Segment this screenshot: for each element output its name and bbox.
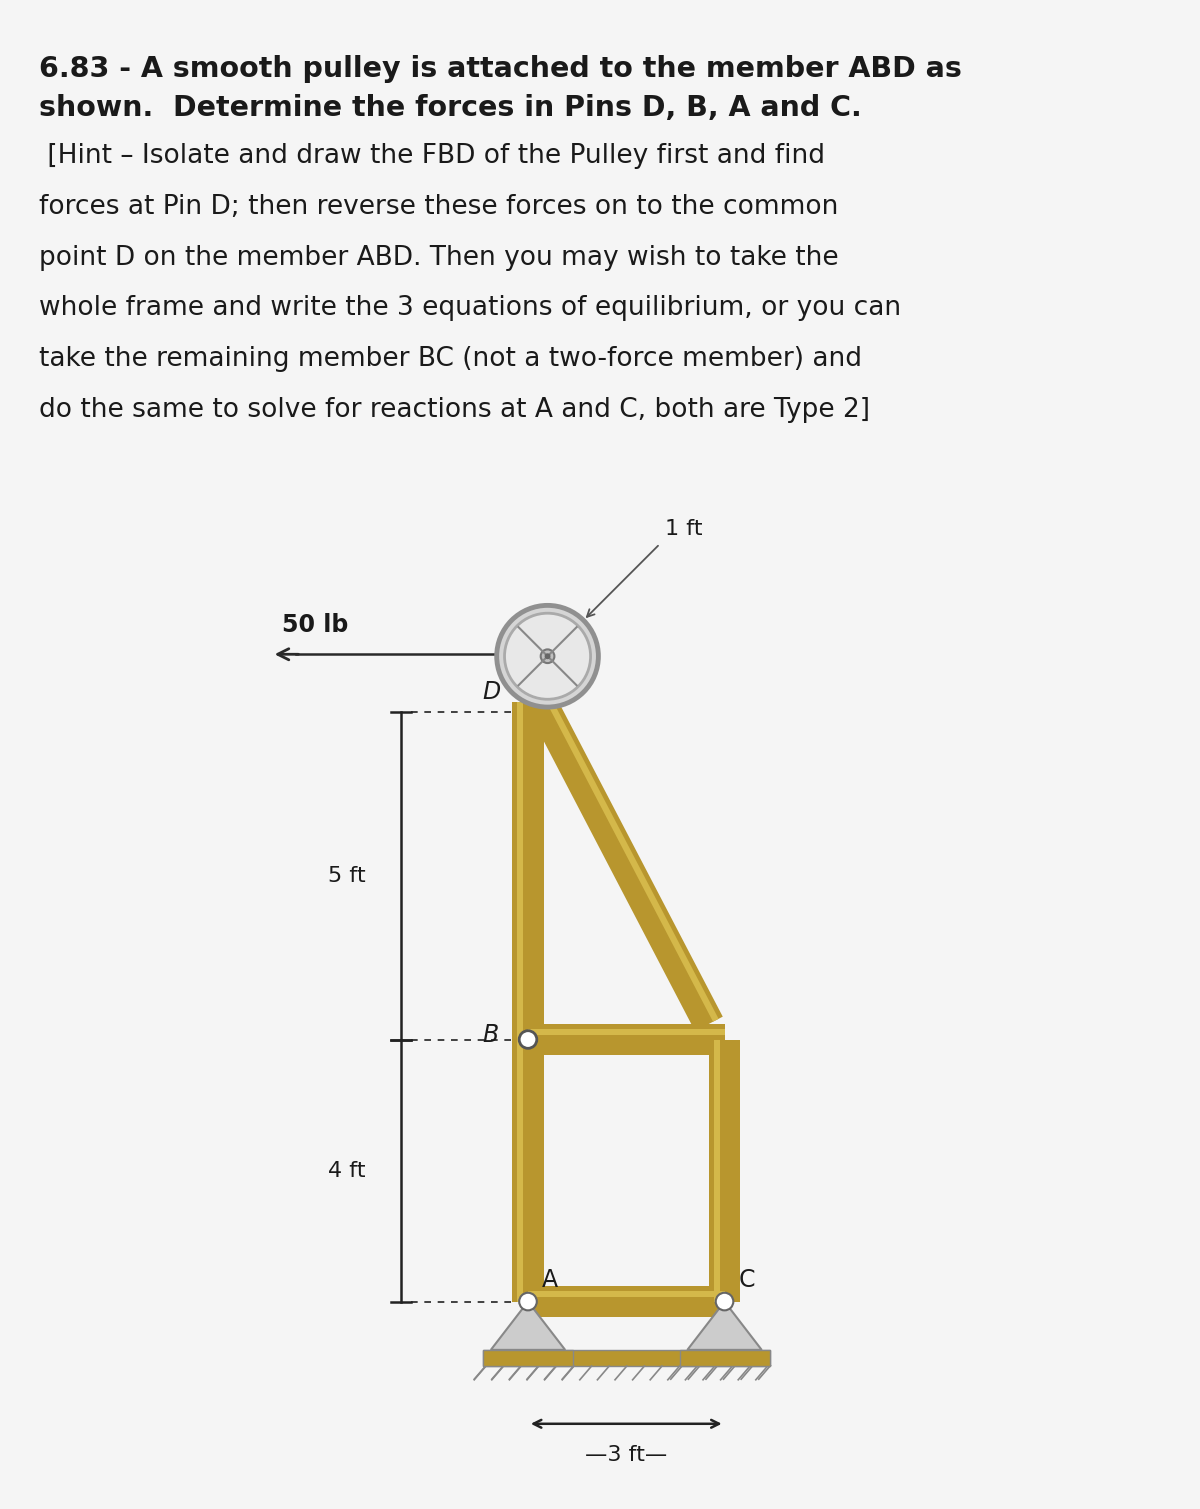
Circle shape [497,605,599,708]
Circle shape [541,649,554,662]
Polygon shape [714,1040,720,1302]
Bar [484,1351,769,1366]
Text: [Hint – Isolate and draw the FBD of the Pulley first and find: [Hint – Isolate and draw the FBD of the … [40,143,826,169]
Circle shape [520,1031,536,1049]
Polygon shape [528,1290,725,1296]
Text: do the same to solve for reactions at A and C, both are Type 2]: do the same to solve for reactions at A … [40,397,870,423]
Polygon shape [709,1040,740,1302]
Circle shape [520,1293,536,1310]
Polygon shape [548,702,719,1022]
Circle shape [715,1293,733,1310]
Text: 6.83 - A smooth pulley is attached to the member ABD as: 6.83 - A smooth pulley is attached to th… [40,54,962,83]
Text: —3 ft—: —3 ft— [586,1446,667,1465]
Text: A: A [541,1268,558,1292]
Bar [679,1351,769,1366]
Text: D: D [482,681,500,705]
Polygon shape [528,1025,725,1055]
Text: 50 lb: 50 lb [282,613,348,637]
Bar [484,1351,572,1366]
Text: whole frame and write the 3 equations of equilibrium, or you can: whole frame and write the 3 equations of… [40,296,901,321]
Text: 4 ft: 4 ft [329,1160,366,1180]
Text: C: C [738,1268,755,1292]
Circle shape [545,653,551,659]
Text: take the remaining member BC (not a two-force member) and: take the remaining member BC (not a two-… [40,346,862,373]
Polygon shape [491,1302,565,1351]
Text: point D on the member ABD. Then you may wish to take the: point D on the member ABD. Then you may … [40,244,839,270]
Text: 1 ft: 1 ft [665,519,702,539]
Polygon shape [688,1302,762,1351]
Polygon shape [528,1286,725,1317]
Polygon shape [529,700,722,1031]
Polygon shape [512,702,544,1302]
Text: shown.  Determine the forces in Pins D, B, A and C.: shown. Determine the forces in Pins D, B… [40,94,862,122]
Text: forces at Pin D; then reverse these forces on to the common: forces at Pin D; then reverse these forc… [40,193,839,220]
Polygon shape [517,702,523,1302]
Circle shape [504,613,590,699]
Text: 5 ft: 5 ft [329,866,366,886]
Polygon shape [528,1029,725,1035]
Text: B: B [482,1023,499,1047]
